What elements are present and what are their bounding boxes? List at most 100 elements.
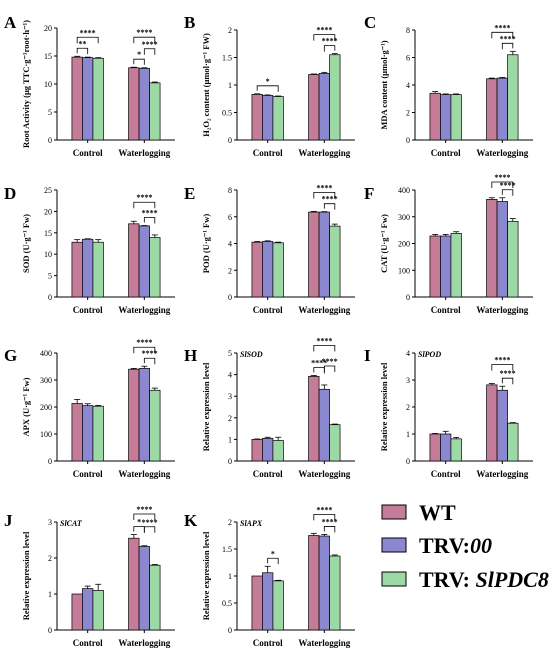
y-axis-label: Relative expression level (21, 531, 31, 620)
x-category-label: Control (73, 148, 103, 158)
legend-label-trv-slpdc8-suffix: SlPDC8 (475, 567, 548, 592)
y-tick-label: 0.5 (222, 109, 232, 118)
significance-label: **** (142, 40, 158, 49)
significance-bracket (313, 191, 336, 199)
panel-g: G 0 100 200 300 400 APX (U·g⁻¹ Fw) Control Water… (4, 338, 175, 479)
significance-label: **** (136, 505, 152, 514)
y-axis-label: MDA content (μmol·g⁻¹) (379, 40, 389, 129)
panel-f: F 0 100 200 300 400 CAT (U·g⁻¹ Fw) Control Water… (364, 173, 533, 315)
x-category-label: Waterlogging (118, 148, 170, 158)
significance-label: **** (494, 173, 510, 182)
y-tick-label: 200 (40, 403, 52, 412)
bar (329, 555, 341, 631)
y-tick-label: 1 (406, 430, 410, 439)
bar (128, 368, 140, 462)
legend-label-trv00-prefix: TRV: (419, 533, 470, 558)
significance-bracket (133, 58, 145, 65)
panel-d: D 0 5 10 15 20 25 SOD (U·g⁻¹ Fw) Control Waterlog… (4, 184, 175, 315)
bar (251, 241, 263, 298)
bar (308, 74, 320, 141)
panel-letter: C (364, 13, 376, 32)
x-category-label: Waterlogging (476, 469, 528, 479)
significance-bracket (143, 48, 156, 55)
y-tick-label: 2 (406, 109, 410, 118)
bar (82, 57, 94, 141)
y-axis-label: CAT (U·g⁻¹ Fw) (379, 214, 389, 273)
legend-item-trv-slpdc8: TRV: SlPDC8 (381, 567, 549, 592)
significance-label: **** (316, 183, 332, 192)
y-tick-label: 0 (48, 457, 52, 466)
bar (496, 77, 508, 141)
x-category-label: Waterlogging (118, 305, 170, 315)
x-category-label: Control (431, 148, 461, 158)
significance-label: * (137, 50, 141, 59)
gene-label: SlPOD (418, 350, 441, 359)
bar (92, 57, 104, 141)
bar (329, 225, 341, 298)
panel-c: C 0 2 4 6 8 MDA content (μmol·g⁻¹) Control Water… (364, 13, 533, 158)
panel-letter: A (4, 13, 17, 32)
bar (440, 235, 452, 298)
significance-label: **** (136, 193, 152, 202)
bar (272, 242, 284, 298)
bar (128, 67, 140, 141)
bar (71, 56, 83, 141)
significance-label: **** (322, 195, 338, 204)
bar (450, 438, 462, 462)
y-tick-label: 0 (228, 626, 232, 635)
significance-label: **** (142, 209, 158, 218)
bar (138, 368, 150, 462)
bar (507, 220, 519, 298)
bar (496, 389, 508, 462)
bar (496, 201, 508, 298)
bar (308, 535, 320, 631)
y-tick-label: 15 (44, 229, 52, 238)
y-tick-label: 3 (228, 392, 232, 401)
bar (262, 572, 274, 631)
x-category-label: Control (253, 469, 283, 479)
y-axis-label: APX (U·g⁻¹ Fw) (21, 377, 31, 436)
bar (262, 241, 274, 298)
gene-label: SlAPX (240, 519, 263, 528)
significance-bracket (76, 47, 89, 55)
significance-bracket (267, 557, 279, 565)
x-category-label: Control (431, 305, 461, 315)
bar (149, 82, 161, 141)
significance-bracket (323, 203, 336, 210)
x-category-label: Control (431, 469, 461, 479)
bar (262, 95, 274, 141)
legend-swatch-trv-slpdc8 (381, 571, 407, 587)
y-axis-label: Relative expression level (201, 362, 211, 451)
y-tick-label: 10 (44, 80, 52, 89)
y-axis-label: H₂O₂ content (μmol·g⁻¹ FW) (201, 33, 211, 137)
y-tick-label: 8 (228, 186, 232, 195)
gene-label: SlSOD (240, 350, 263, 359)
bar (440, 94, 452, 141)
bar (507, 422, 519, 462)
significance-bracket (256, 85, 279, 92)
y-tick-label: 100 (398, 266, 410, 275)
y-tick-label: 0 (48, 136, 52, 145)
legend-label-trv-slpdc8-prefix: TRV: (419, 567, 475, 592)
bar (486, 384, 498, 462)
y-tick-label: 0 (228, 136, 232, 145)
panel-letter: E (184, 184, 195, 203)
bar (450, 232, 462, 298)
bar (71, 593, 83, 631)
significance-bracket (323, 526, 336, 533)
panel-letter: I (364, 346, 371, 365)
bar (82, 405, 94, 462)
significance-label: **** (500, 34, 516, 43)
x-category-label: Waterlogging (118, 469, 170, 479)
significance-label: **** (142, 349, 158, 358)
significance-label: **** (316, 26, 332, 35)
significance-label: **** (322, 517, 338, 526)
x-category-label: Waterlogging (298, 638, 350, 648)
bar (329, 54, 341, 141)
significance-bracket (491, 181, 514, 188)
panel-j: J 0 1 2 3 Relative expression level SlCAT Contr… (4, 505, 175, 648)
y-tick-label: 2 (228, 518, 232, 527)
y-tick-label: 400 (398, 186, 410, 195)
y-tick-label: 20 (44, 207, 52, 216)
significance-label: * (137, 518, 141, 527)
